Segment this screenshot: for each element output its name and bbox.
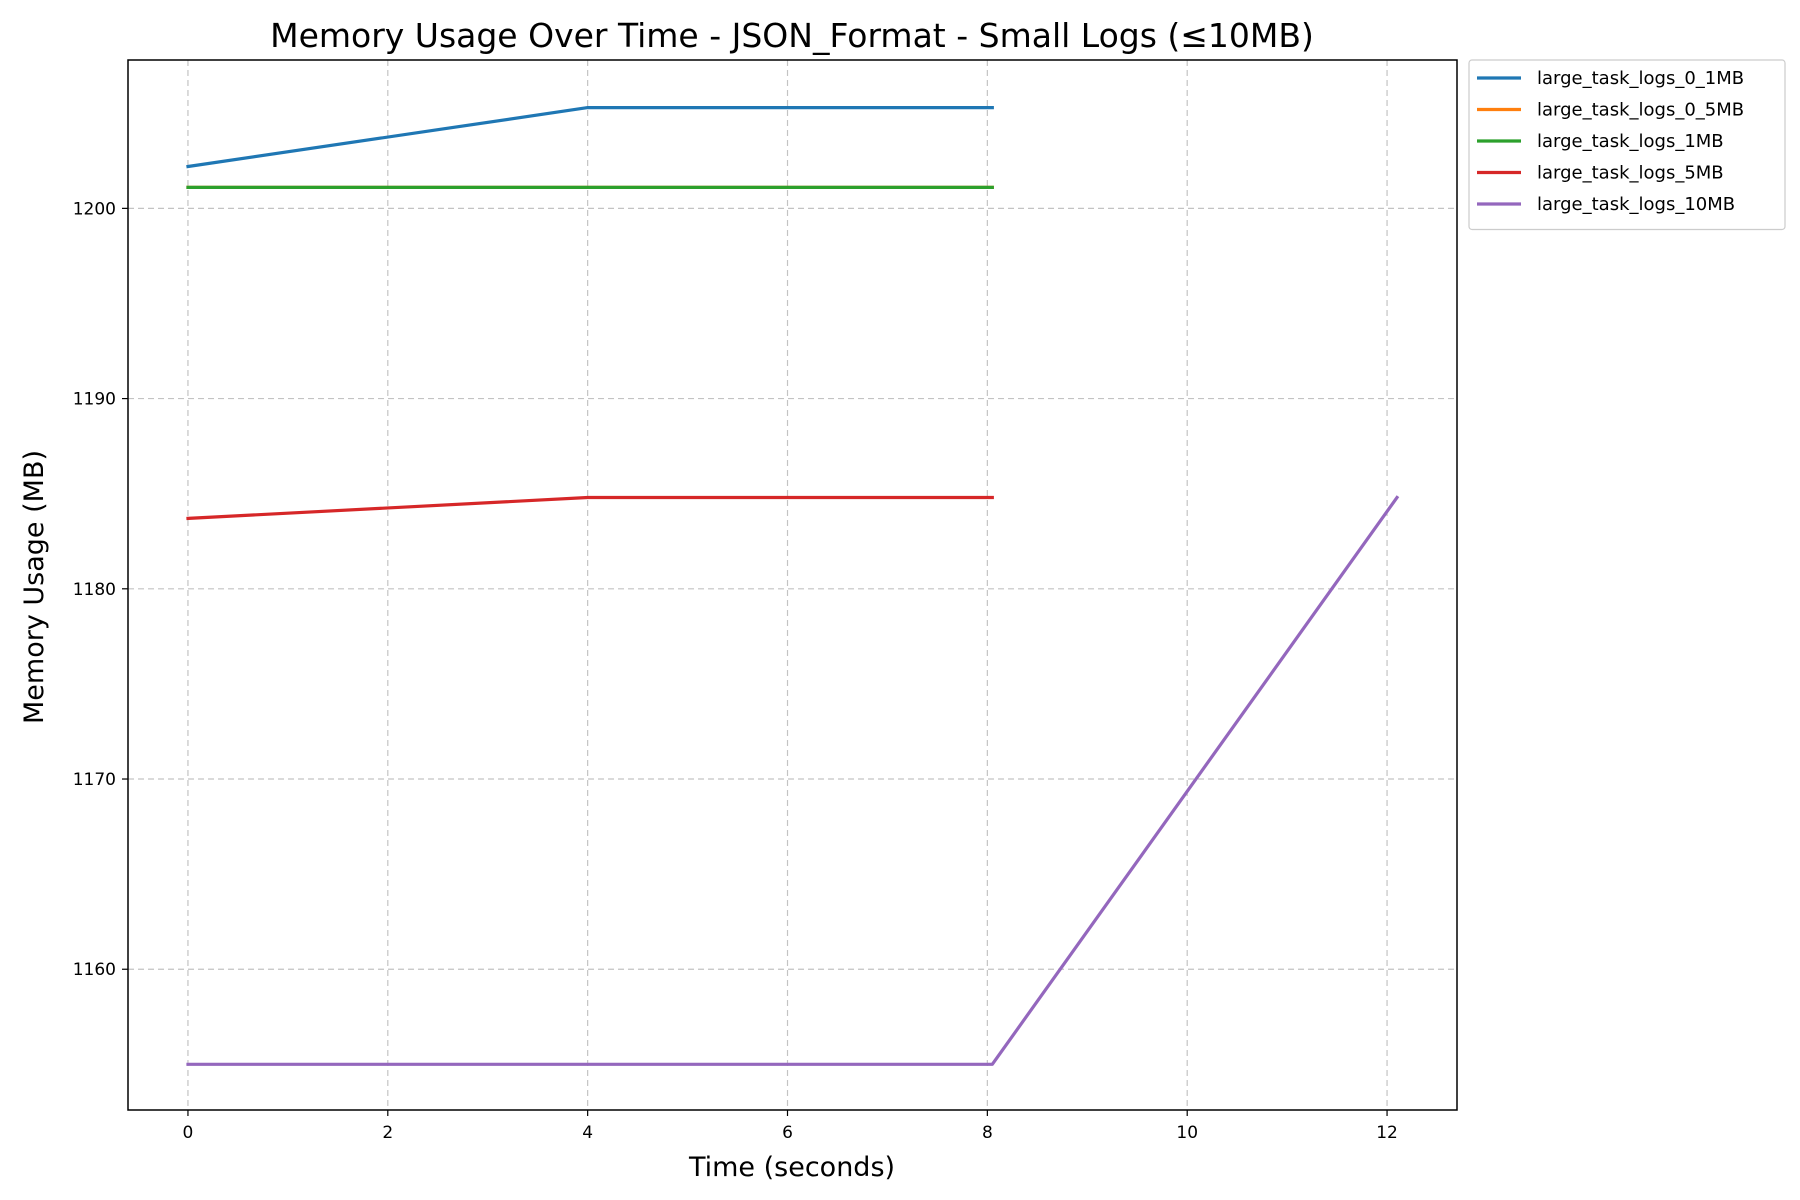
- y-tick-label: 1160: [73, 960, 116, 980]
- legend-label: large_task_logs_1MB: [1537, 131, 1724, 152]
- legend-label: large_task_logs_10MB: [1537, 194, 1735, 215]
- series-line-large-task-logs-5MB: [186, 495, 994, 521]
- x-tick-label: 0: [183, 1123, 194, 1143]
- legend-label: large_task_logs_0_5MB: [1537, 100, 1744, 121]
- x-axis-title: Time (seconds): [688, 1152, 895, 1183]
- chart-title: Memory Usage Over Time - JSON_Format - S…: [270, 16, 1314, 55]
- x-tick-label: 10: [1176, 1123, 1198, 1143]
- x-tick-label: 2: [382, 1123, 393, 1143]
- legend-label: large_task_logs_5MB: [1537, 163, 1724, 184]
- x-tick-label: 8: [982, 1123, 993, 1143]
- y-tick-label: 1190: [73, 390, 116, 410]
- y-tick-label: 1200: [73, 199, 116, 219]
- series-line-large-task-logs-0-1MB: [186, 105, 994, 169]
- legend-label: large_task_logs_0_1MB: [1537, 68, 1744, 89]
- y-tick-label: 1170: [73, 770, 116, 790]
- plot-area: 0 2 4 6 8 10 12 1160 1170 1180 1190 1200: [73, 60, 1457, 1143]
- x-tick-label: 4: [582, 1123, 593, 1143]
- series-line-large-task-logs-10MB: [186, 495, 1400, 1066]
- plot-frame: [127, 59, 1458, 1111]
- x-tick-label: 6: [782, 1123, 793, 1143]
- y-axis-title: Memory Usage (MB): [19, 450, 50, 724]
- legend-frame: [1468, 59, 1786, 231]
- legend: large_task_logs_0_1MB large_task_logs_0_5…: [1468, 59, 1786, 231]
- x-tick-label: 12: [1376, 1123, 1398, 1143]
- y-tick-label: 1180: [73, 580, 116, 600]
